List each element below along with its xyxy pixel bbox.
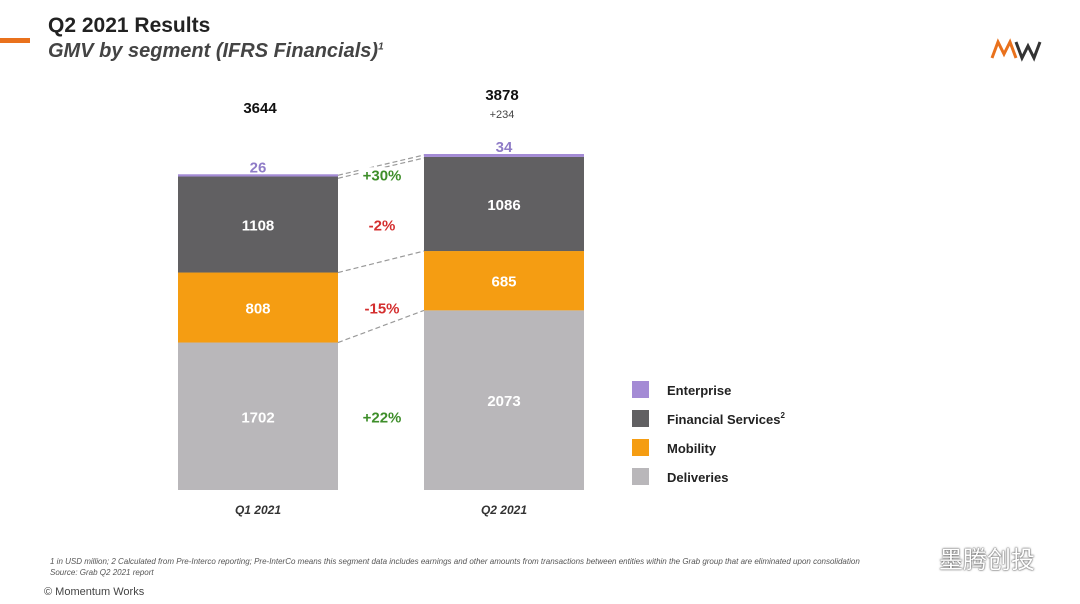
legend-label-enterprise: Enterprise bbox=[667, 383, 731, 398]
data-label-deliveries-q1-2021: 1702 bbox=[241, 409, 274, 426]
data-label-financial-services-q2-2021: 1086 bbox=[487, 197, 520, 214]
copyright: © Momentum Works bbox=[44, 586, 145, 598]
data-label-financial-services-q1-2021: 1108 bbox=[242, 218, 275, 235]
connector-line-enterprise-1 bbox=[337, 154, 425, 176]
x-tick-label-q1-2021: Q1 2021 bbox=[235, 503, 281, 517]
bar-enterprise-q2-2021 bbox=[424, 154, 584, 157]
legend-swatch-enterprise bbox=[632, 381, 649, 398]
footnote-line-1: 1 in USD million; 2 Calculated from Pre-… bbox=[50, 557, 860, 566]
legend-swatch-deliveries bbox=[632, 468, 649, 485]
bar-deliveries-q1-2021 bbox=[178, 342, 338, 490]
footnote: 1 in USD million; 2 Calculated from Pre-… bbox=[50, 556, 910, 578]
legend-swatch-mobility bbox=[632, 439, 649, 456]
connector-line-financial-services bbox=[337, 250, 425, 274]
data-label-deliveries-q2-2021: 2073 bbox=[487, 393, 520, 410]
total-label-q1-2021: 3644 bbox=[243, 100, 277, 117]
page-subtitle: GMV by segment (IFRS Financials)1 bbox=[48, 40, 384, 63]
data-label-enterprise-q2-2021: 34 bbox=[496, 139, 513, 156]
legend-label-financial-services: Financial Services2 bbox=[667, 411, 785, 427]
change-label-financial-services: -2% bbox=[369, 218, 396, 235]
legend-label-deliveries: Deliveries bbox=[667, 470, 728, 485]
subtitle-text: GMV by segment (IFRS Financials) bbox=[48, 40, 379, 62]
change-label-mobility: -15% bbox=[364, 301, 399, 318]
total-delta-label: +234 bbox=[490, 109, 515, 121]
accent-bar bbox=[0, 38, 30, 43]
x-tick-label-q2-2021: Q2 2021 bbox=[481, 503, 527, 517]
bar-financial-services-q1-2021 bbox=[178, 176, 338, 273]
momentum-works-logo bbox=[990, 38, 1042, 62]
watermark-text: 墨腾创投 bbox=[939, 547, 1035, 574]
footnote-source: Source: Grab Q2 2021 report bbox=[50, 568, 154, 577]
bar-enterprise-q1-2021 bbox=[178, 174, 338, 177]
data-label-mobility-q1-2021: 808 bbox=[245, 301, 270, 318]
legend-label-mobility: Mobility bbox=[667, 441, 717, 456]
connector-line-mobility bbox=[337, 309, 425, 344]
data-label-enterprise-q1-2021: 26 bbox=[250, 159, 267, 176]
legend-swatch-financial-services bbox=[632, 410, 649, 427]
bar-mobility-q1-2021 bbox=[178, 272, 338, 343]
bar-deliveries-q2-2021 bbox=[424, 310, 584, 490]
legend-footnote-marker: 2 bbox=[780, 411, 785, 420]
page-title: Q2 2021 Results bbox=[48, 14, 211, 37]
bar-financial-services-q2-2021 bbox=[424, 156, 584, 252]
wechat-icon bbox=[904, 546, 932, 568]
change-label-bg bbox=[360, 167, 404, 184]
bar-mobility-q2-2021 bbox=[424, 251, 584, 311]
total-label-q2-2021: 3878 bbox=[485, 87, 518, 104]
data-label-mobility-q2-2021: 685 bbox=[491, 274, 516, 291]
subtitle-footnote-marker: 1 bbox=[378, 41, 384, 53]
wechat-watermark: 墨腾创投 bbox=[903, 540, 1035, 575]
change-label-enterprise: +30% bbox=[363, 167, 402, 184]
change-label-deliveries: +22% bbox=[363, 409, 402, 426]
